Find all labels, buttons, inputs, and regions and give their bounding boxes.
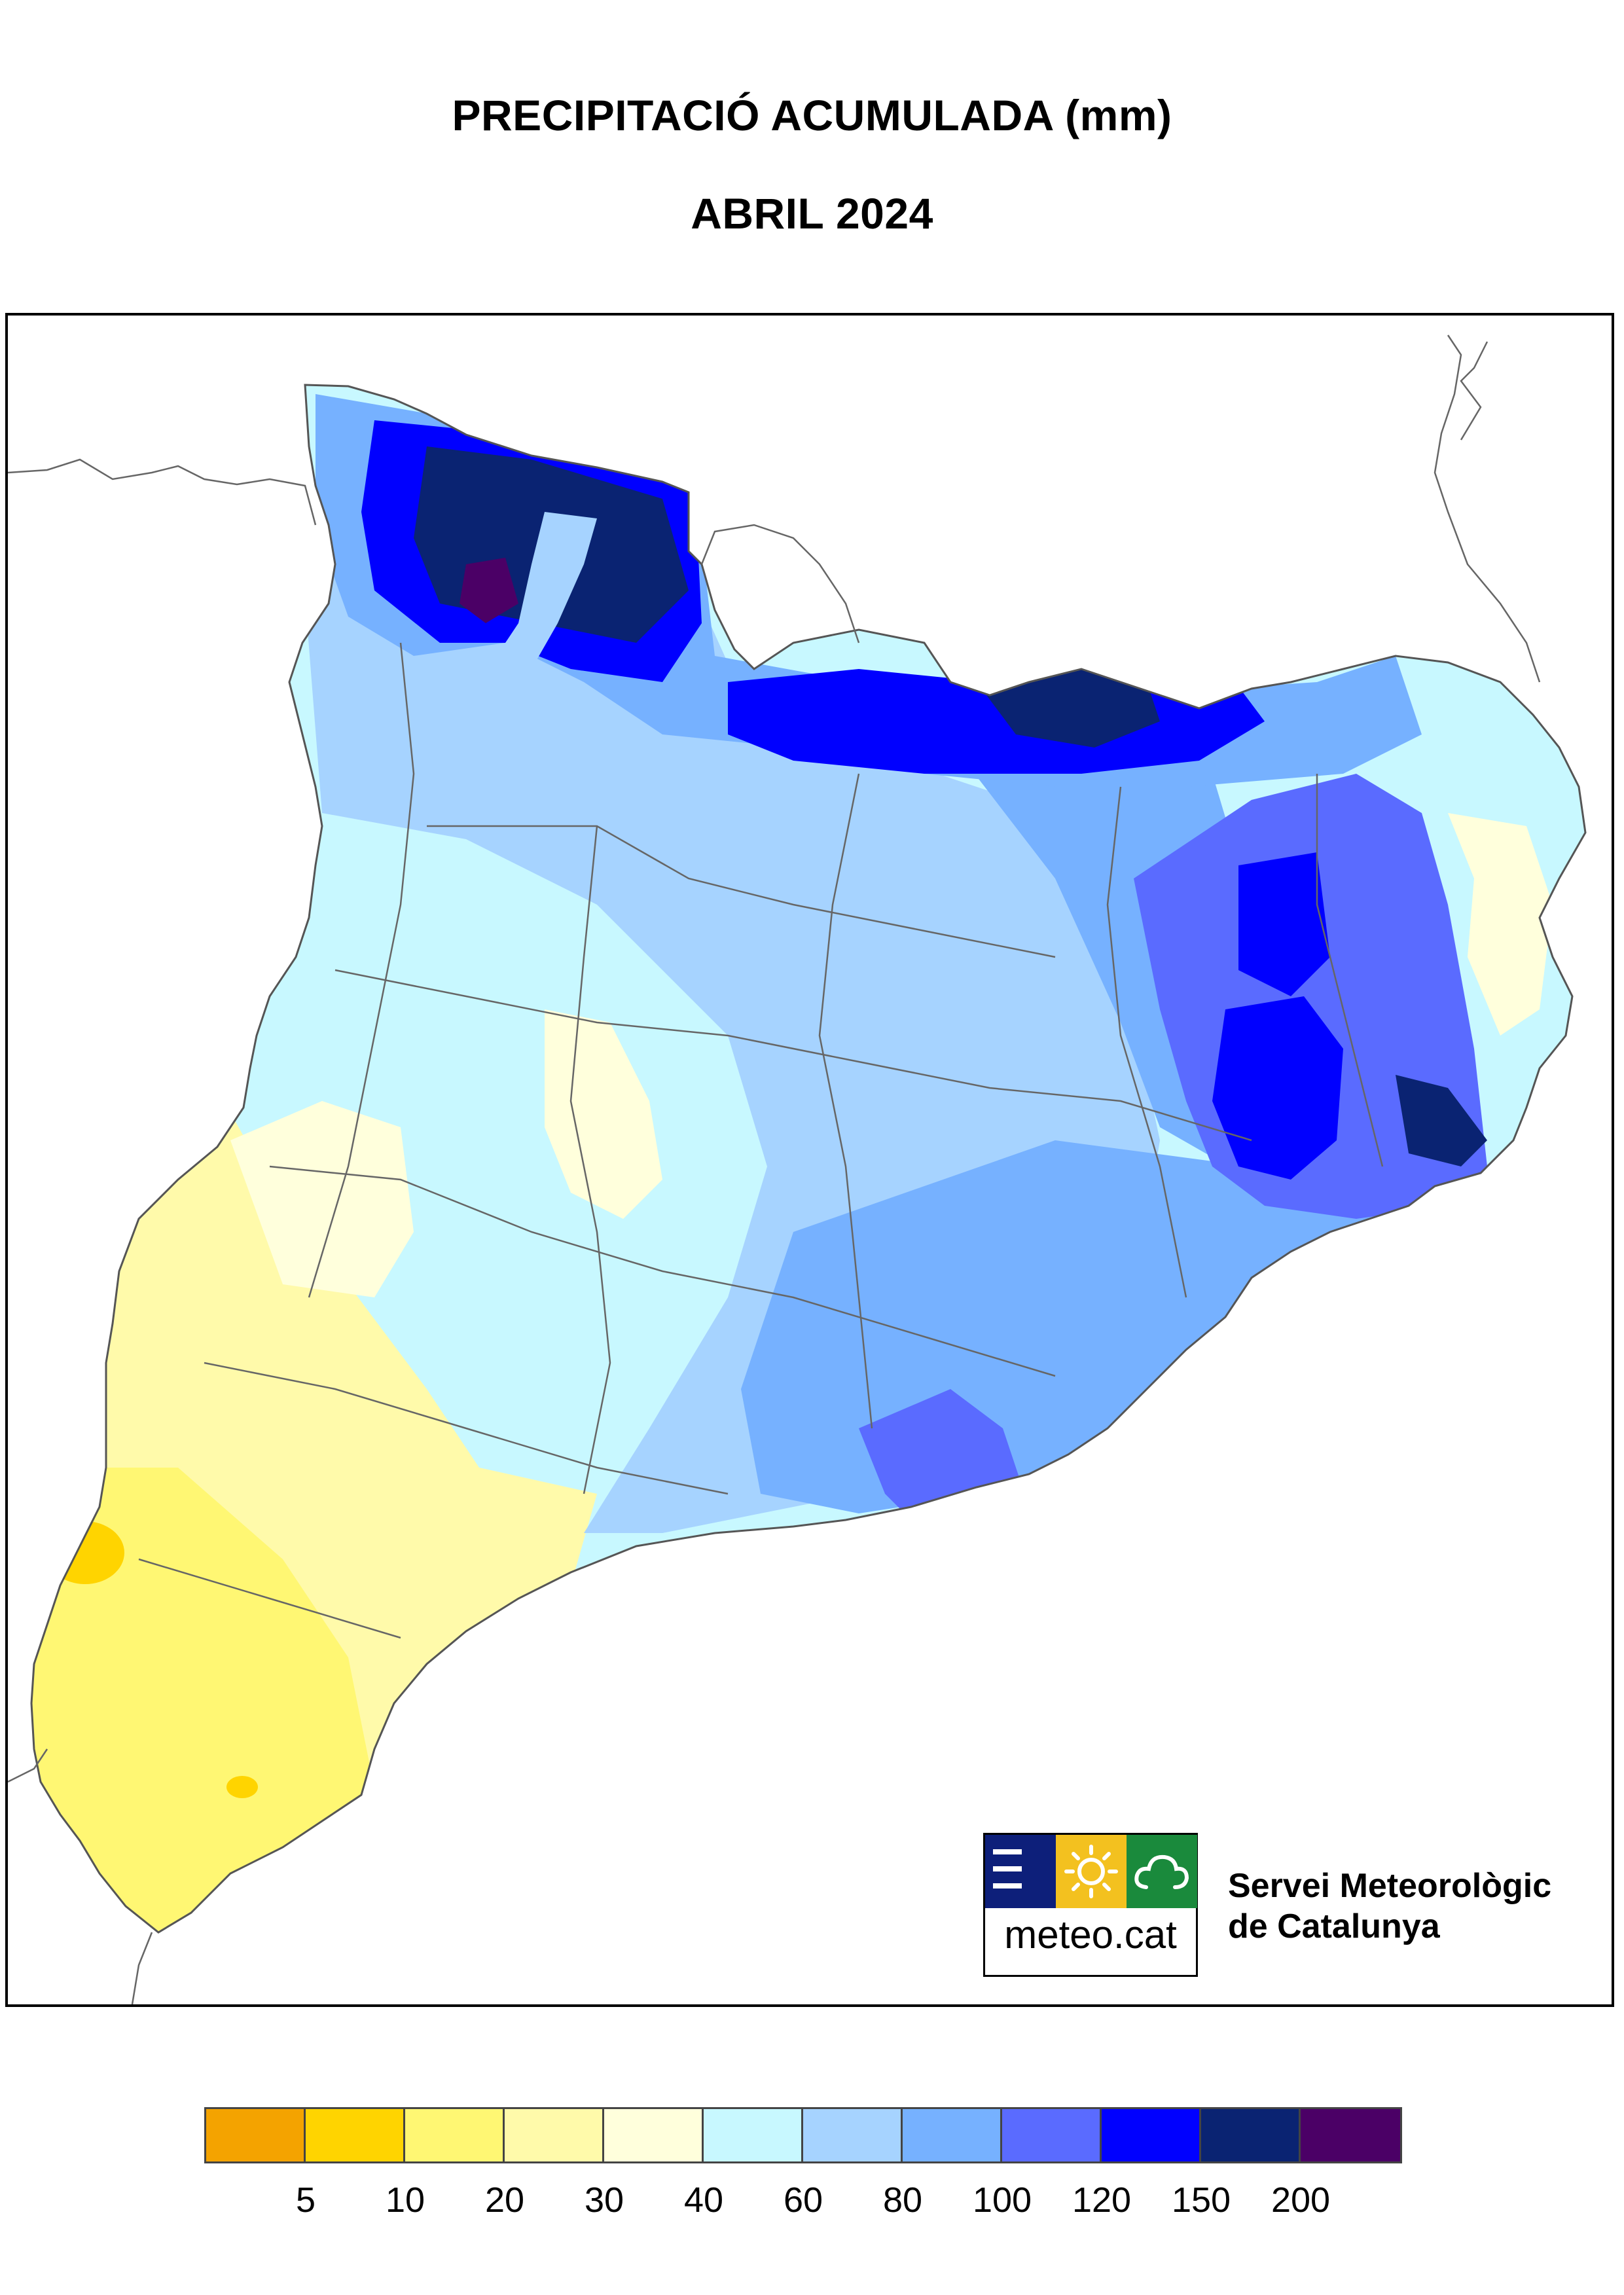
field-60-80-valley [479, 512, 597, 708]
border-valencia [131, 1932, 153, 2004]
field-30-40-west [230, 1101, 414, 1297]
legend-swatch-6 [704, 2109, 803, 2161]
field-5-10-patch-south [226, 1776, 258, 1798]
legend-tick-label: 200 [1271, 2180, 1331, 2220]
border-france-east [1434, 334, 1541, 683]
border-line-6 [569, 825, 611, 1494]
legend-tick-label: 5 [295, 2180, 316, 2220]
legend-tick-label: 100 [972, 2180, 1032, 2220]
field-200-plus-peak [460, 558, 518, 623]
map-subtitle: ABRIL 2024 [691, 189, 933, 238]
border-aragon-south [8, 1748, 48, 1783]
border-line-1 [427, 825, 1056, 958]
field-120-150-ripolles [1238, 852, 1330, 996]
legend-swatch-11 [1201, 2109, 1301, 2161]
legend-tick-label: 150 [1171, 2180, 1231, 2220]
map-frame [5, 313, 1614, 2007]
field-120-150-garrotxa [1212, 996, 1343, 1180]
border-coast-north [1460, 341, 1489, 441]
organisation-name: Servei Meteorològic de Catalunya [1228, 1866, 1551, 1947]
legend-tick-label: 40 [683, 2180, 724, 2220]
legend-tick-label: 20 [484, 2180, 525, 2220]
field-150-200-cerdanya [977, 669, 1160, 748]
precipitation-map [8, 316, 1612, 2004]
legend-swatch-10 [1102, 2109, 1201, 2161]
legend-tick-label: 10 [385, 2180, 425, 2220]
outer-borders [8, 334, 1541, 2004]
legend-swatch-5 [604, 2109, 704, 2161]
border-andorra [700, 524, 860, 643]
legend-swatch-2 [306, 2109, 405, 2161]
legend-tick-label: 30 [584, 2180, 624, 2220]
border-line-4 [204, 1362, 729, 1495]
legend-swatch-8 [903, 2109, 1002, 2161]
legend-swatch-1 [206, 2109, 306, 2161]
border-line-3 [269, 1165, 1056, 1377]
legend-swatch-4 [505, 2109, 604, 2161]
legend-color-bar [204, 2107, 1402, 2163]
map-title: PRECIPITACIÓ ACUMULADA (mm) [452, 91, 1172, 139]
border-line-7 [818, 773, 873, 1429]
field-150-200-gavarres [1396, 1075, 1487, 1166]
legend-tick-label: 120 [1072, 2180, 1132, 2220]
catalonia-outline [30, 384, 1587, 1934]
legend-swatch-9 [1002, 2109, 1102, 2161]
comarca-borders [138, 642, 1384, 1639]
logo-sun-icon [1056, 1835, 1127, 1908]
field-30-40-coast [1448, 813, 1553, 1036]
meteocat-logo: meteo.cat [983, 1833, 1198, 1977]
legend-tick-label: 80 [882, 2180, 923, 2220]
logo-text: meteo.cat [1004, 1913, 1177, 1957]
logo-cloud-icon [1127, 1835, 1197, 1908]
border-line-2 [334, 969, 1252, 1142]
legend-tick-label: 60 [783, 2180, 823, 2220]
logo-lines-icon [985, 1835, 1056, 1908]
legend-swatch-3 [405, 2109, 505, 2161]
org-name-line-1: Servei Meteorològic [1228, 1867, 1552, 1905]
legend-swatch-12 [1301, 2109, 1400, 2161]
org-name-line-2: de Catalunya [1228, 1907, 1440, 1945]
border-line-9 [308, 642, 415, 1298]
border-line-8 [1106, 786, 1187, 1298]
border-france-west [8, 458, 317, 526]
border-line-10 [1316, 774, 1384, 1167]
legend-swatch-7 [803, 2109, 903, 2161]
border-line-5 [138, 1558, 401, 1639]
